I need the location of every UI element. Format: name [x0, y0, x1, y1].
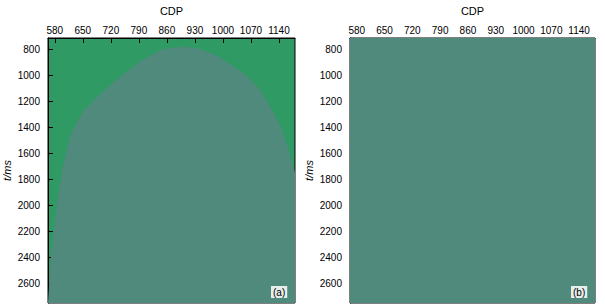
svg-text:2000: 2000 — [320, 200, 343, 211]
svg-text:1200: 1200 — [320, 96, 343, 107]
svg-text:2600: 2600 — [320, 278, 343, 289]
svg-text:1400: 1400 — [320, 122, 343, 133]
svg-text:1400: 1400 — [18, 122, 41, 133]
svg-text:790: 790 — [131, 25, 148, 36]
svg-text:2600: 2600 — [18, 278, 41, 289]
svg-text:1600: 1600 — [18, 148, 41, 159]
svg-text:860: 860 — [460, 25, 477, 36]
svg-text:1800: 1800 — [320, 174, 343, 185]
svg-text:650: 650 — [74, 25, 91, 36]
svg-text:2400: 2400 — [18, 252, 41, 263]
svg-text:1600: 1600 — [320, 148, 343, 159]
svg-text:2400: 2400 — [320, 252, 343, 263]
svg-text:1200: 1200 — [18, 96, 41, 107]
svg-text:580: 580 — [348, 25, 365, 36]
svg-text:930: 930 — [487, 25, 504, 36]
svg-text:860: 860 — [159, 25, 176, 36]
svg-text:1000: 1000 — [320, 70, 343, 81]
svg-text:1070: 1070 — [540, 25, 563, 36]
svg-text:1000: 1000 — [18, 70, 41, 81]
svg-text:t/ms: t/ms — [303, 160, 315, 181]
svg-text:t/ms: t/ms — [1, 160, 13, 181]
svg-text:790: 790 — [432, 25, 449, 36]
svg-text:CDP: CDP — [461, 5, 484, 17]
svg-text:930: 930 — [187, 25, 204, 36]
svg-text:720: 720 — [404, 25, 421, 36]
svg-text:800: 800 — [325, 44, 342, 55]
svg-text:1070: 1070 — [240, 25, 263, 36]
svg-text:CDP: CDP — [160, 5, 183, 17]
svg-text:(a): (a) — [273, 287, 285, 298]
svg-text:1140: 1140 — [268, 25, 290, 36]
svg-text:2200: 2200 — [18, 226, 41, 237]
svg-text:1800: 1800 — [18, 174, 41, 185]
svg-text:800: 800 — [23, 44, 40, 55]
svg-text:580: 580 — [46, 25, 63, 36]
svg-text:(b): (b) — [573, 287, 585, 298]
svg-text:2200: 2200 — [320, 226, 343, 237]
svg-text:650: 650 — [376, 25, 393, 36]
svg-text:720: 720 — [103, 25, 120, 36]
svg-text:1000: 1000 — [512, 25, 535, 36]
svg-text:1140: 1140 — [568, 25, 590, 36]
svg-text:1000: 1000 — [212, 25, 235, 36]
svg-text:2000: 2000 — [18, 200, 41, 211]
